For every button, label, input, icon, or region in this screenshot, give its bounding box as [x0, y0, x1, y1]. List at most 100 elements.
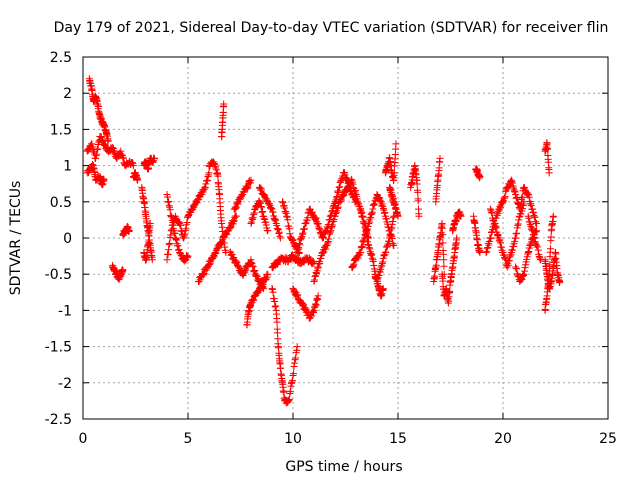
data-point: [104, 136, 112, 144]
data-point: [167, 211, 175, 219]
data-point: [183, 254, 191, 262]
data-point: [283, 212, 291, 220]
data-point: [530, 212, 538, 220]
data-point: [164, 198, 172, 206]
data-point: [302, 305, 310, 313]
data-point: [111, 147, 118, 155]
data-point: [322, 245, 330, 253]
data-point: [379, 204, 387, 212]
data-point: [241, 268, 249, 276]
data-point: [334, 203, 342, 211]
data-point: [175, 245, 183, 253]
data-point: [439, 231, 447, 239]
data-point: [529, 209, 537, 217]
data-point: [549, 212, 557, 220]
data-point: [508, 177, 516, 185]
data-point: [528, 205, 536, 213]
data-point: [286, 387, 294, 395]
data-point: [189, 205, 197, 213]
data-point: [238, 192, 246, 200]
data-point: [513, 194, 521, 202]
data-point: [496, 236, 504, 244]
data-point: [387, 230, 395, 238]
data-point: [166, 240, 174, 248]
data-point: [211, 161, 219, 169]
data-point: [217, 241, 225, 249]
data-point: [148, 256, 156, 264]
data-point: [199, 271, 207, 279]
data-point: [200, 270, 208, 278]
x-tick-label: 0: [79, 431, 88, 447]
data-point: [365, 244, 373, 252]
data-point: [293, 346, 301, 354]
data-point: [439, 239, 447, 247]
data-point: [504, 261, 512, 269]
data-point: [296, 241, 304, 249]
data-point: [202, 180, 210, 188]
data-point: [128, 159, 136, 167]
data-point: [203, 177, 211, 185]
data-point: [295, 296, 303, 304]
data-point: [545, 169, 553, 177]
data-point: [241, 266, 249, 274]
data-point: [300, 301, 307, 309]
data-point: [414, 188, 422, 196]
data-point: [324, 239, 332, 247]
data-point: [257, 202, 265, 210]
data-point: [515, 213, 523, 221]
data-point: [285, 395, 293, 403]
data-point: [248, 259, 256, 267]
data-point: [328, 222, 336, 230]
data-point: [314, 295, 322, 303]
data-point: [485, 237, 493, 245]
data-point: [262, 218, 270, 226]
data-point: [258, 279, 266, 287]
data-point: [301, 305, 309, 313]
data-point: [301, 225, 309, 233]
data-point: [295, 244, 303, 252]
data-point: [337, 177, 345, 185]
data-point: [319, 233, 327, 241]
data-point: [232, 258, 240, 266]
data-point: [357, 249, 365, 257]
data-point: [275, 228, 283, 236]
data-point: [483, 248, 491, 256]
data-point: [376, 267, 384, 275]
data-point: [311, 273, 319, 281]
data-point: [516, 276, 524, 284]
data-point: [206, 260, 214, 268]
data-point: [358, 242, 366, 250]
data-point: [524, 248, 532, 256]
data-point: [289, 372, 297, 380]
data-point: [163, 256, 171, 264]
data-point: [369, 205, 377, 213]
data-point: [273, 318, 281, 326]
data-point: [525, 247, 533, 255]
data-point: [291, 356, 299, 364]
data-point: [94, 145, 102, 153]
data-point: [312, 301, 320, 309]
data-point: [367, 251, 375, 259]
data-point: [259, 208, 267, 216]
y-axis-label: SDTVAR / TECUs: [8, 181, 24, 296]
data-point: [302, 220, 310, 228]
data-point: [92, 152, 100, 160]
data-point: [211, 162, 219, 170]
data-point: [511, 238, 519, 246]
data-point: [93, 150, 101, 158]
data-point: [273, 225, 281, 233]
data-point: [497, 243, 505, 251]
data-point: [251, 266, 259, 274]
data-point: [232, 204, 240, 212]
data-point: [488, 209, 496, 217]
data-point: [254, 288, 262, 296]
data-point: [100, 176, 108, 184]
data-point: [249, 214, 257, 222]
data-point: [277, 364, 285, 372]
data-point: [520, 183, 528, 191]
data-point: [446, 287, 454, 295]
data-point: [232, 203, 240, 211]
data-point: [367, 214, 375, 222]
y-tick-label: 0: [63, 231, 72, 247]
data-point: [502, 256, 510, 264]
